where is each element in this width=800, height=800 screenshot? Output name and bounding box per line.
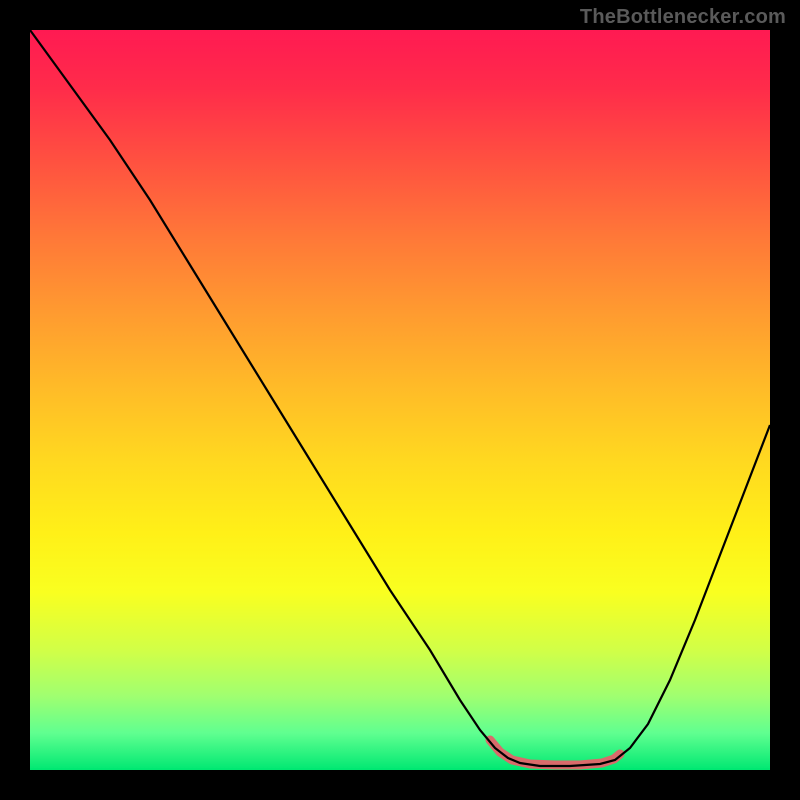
bottleneck-curve [30, 30, 770, 766]
chart-container: TheBottlenecker.com [0, 0, 800, 800]
watermark-text: TheBottlenecker.com [580, 6, 786, 29]
bottom-green-band [30, 768, 770, 770]
minimum-marker-line [490, 740, 620, 765]
chart-overlay [0, 0, 800, 800]
